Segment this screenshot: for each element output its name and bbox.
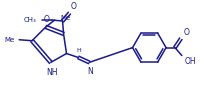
Text: H: H <box>76 48 80 53</box>
Text: CH₃: CH₃ <box>23 17 36 23</box>
Text: O: O <box>70 2 76 11</box>
Text: Me: Me <box>60 15 70 21</box>
Text: O: O <box>44 15 49 24</box>
Text: N: N <box>87 67 93 76</box>
Text: NH: NH <box>46 68 57 77</box>
Text: OH: OH <box>184 58 196 67</box>
Text: O: O <box>183 28 189 37</box>
Text: Me: Me <box>4 37 14 43</box>
